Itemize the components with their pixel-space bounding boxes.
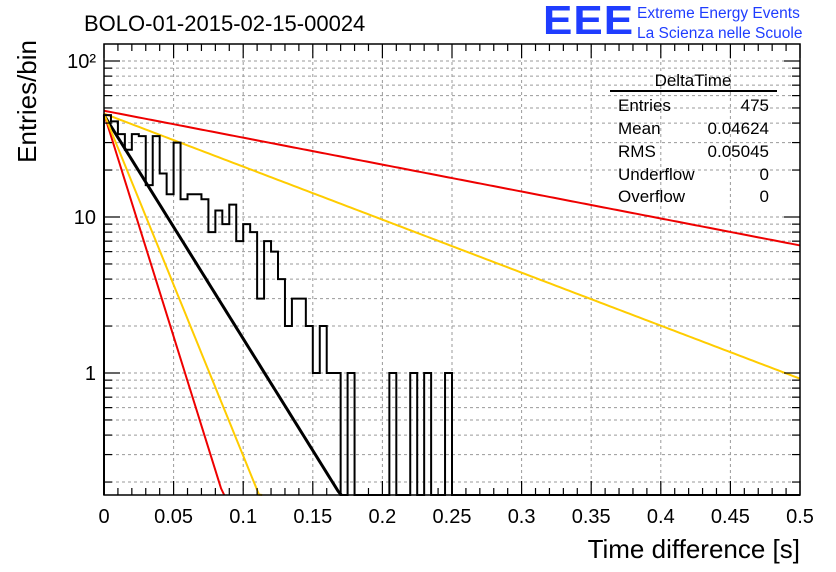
y-tick-label: 10²: [67, 51, 96, 73]
axis-ticks: [103, 44, 801, 495]
x-axis-label: Time difference [s]: [588, 534, 800, 564]
stats-label-rms: RMS: [618, 142, 656, 161]
eee-logo-line2: La Scienza nelle Scuole: [637, 25, 803, 42]
y-tick-labels: 1 10 10²: [67, 51, 96, 385]
x-tick-label: 0.35: [572, 506, 611, 528]
fit-curve: [103, 109, 801, 247]
fit-curve: [102, 114, 343, 496]
stats-value-rms: 0.05045: [708, 142, 769, 161]
stats-label-entries: Entries: [618, 96, 671, 115]
stats-box: DeltaTime Entries 475 Mean 0.04624 RMS 0…: [610, 71, 777, 206]
x-tick-label: 0.25: [433, 506, 472, 528]
x-tick-label: 0.1: [229, 506, 257, 528]
stats-value-underflow: 0: [760, 165, 769, 184]
y-axis-label: Entries/bin: [12, 40, 42, 163]
stats-value-overflow: 0: [760, 187, 769, 206]
x-tick-label: 0.5: [786, 506, 814, 528]
stats-label-mean: Mean: [618, 119, 661, 138]
eee-logo-mark: EEE: [543, 0, 635, 44]
eee-logo-line1: Extreme Energy Events: [637, 5, 800, 22]
chart-title: BOLO-01-2015-02-15-00024: [84, 11, 365, 36]
y-tick-label: 1: [85, 363, 96, 385]
x-tick-label: 0.15: [293, 506, 332, 528]
x-tick-label: 0.4: [647, 506, 675, 528]
x-tick-label: 0.05: [154, 506, 193, 528]
stats-label-overflow: Overflow: [618, 187, 686, 206]
stats-value-mean: 0.04624: [708, 119, 769, 138]
stats-title: DeltaTime: [655, 71, 732, 90]
x-tick-label: 0.2: [368, 506, 396, 528]
eee-logo: EEE Extreme Energy Events La Scienza nel…: [543, 0, 831, 44]
x-tick-labels: 0 0.05 0.1 0.15 0.2 0.25 0.3 0.35 0.4 0.45 0.5: [98, 506, 813, 528]
x-tick-label: 0: [98, 506, 109, 528]
x-tick-label: 0.45: [711, 506, 750, 528]
fit-curve: [103, 112, 801, 380]
fit-curve: [103, 113, 226, 496]
stats-label-underflow: Underflow: [618, 165, 695, 184]
y-tick-label: 10: [74, 207, 96, 229]
fit-curve: [103, 113, 263, 496]
fit-curves: [102, 109, 801, 496]
stats-value-entries: 475: [741, 96, 769, 115]
x-tick-label: 0.3: [508, 506, 536, 528]
